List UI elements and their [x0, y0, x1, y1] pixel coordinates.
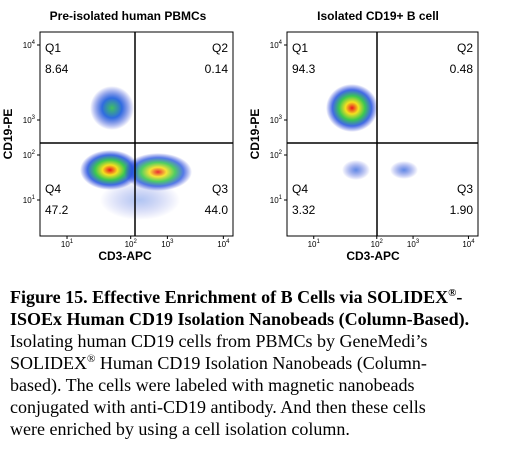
- text: Isolating human CD19 cells from PBMCs by…: [10, 331, 428, 351]
- text: based). The cells were labeled with magn…: [10, 375, 415, 395]
- tick-exp: 3: [416, 239, 420, 245]
- tick-base: 10: [270, 196, 279, 205]
- y-tick-label: 102: [23, 150, 36, 160]
- quadrant-label: Q3: [212, 182, 228, 196]
- figure: Pre-isolated human PBMCs CD19-PE CD3-APC Q1…: [1, 9, 479, 263]
- left-clouds: [80, 86, 192, 220]
- quadrant-label: Q2: [457, 41, 473, 55]
- cell-cluster: [90, 86, 134, 130]
- tick-exp: 2: [279, 150, 283, 156]
- plot: Pre-isolated human PBMCs CD19-PE CD3-APC Q1…: [1, 9, 234, 263]
- cell-cluster: [390, 161, 418, 179]
- tick-base: 10: [161, 240, 170, 249]
- quadrant-label: Q1: [292, 41, 308, 55]
- tick-base: 10: [270, 116, 279, 125]
- tick-exp: 1: [317, 239, 321, 245]
- y-tick-label: 103: [23, 115, 36, 125]
- tick-base: 10: [23, 196, 32, 205]
- y-tick-label: 104: [270, 40, 283, 50]
- text: -: [456, 287, 463, 307]
- tick-base: 10: [270, 41, 279, 50]
- quadrant-value: 94.3: [292, 62, 316, 76]
- quadrant-value: 1.90: [450, 203, 474, 217]
- y-tick-label: 102: [270, 150, 283, 160]
- quadrant-label: Q4: [45, 182, 61, 196]
- x-tick-label: 104: [462, 239, 475, 249]
- plot-title: Isolated CD19+ B cell: [317, 9, 439, 23]
- y-tick-label: 103: [270, 115, 283, 125]
- plot: Isolated CD19+ B cell CD19-PE CD3-APC Q1 94.…: [248, 9, 479, 263]
- cell-cluster: [342, 160, 370, 180]
- quadrant-value: 3.32: [292, 203, 316, 217]
- tick-exp: 3: [32, 115, 36, 121]
- quadrant-value: 8.64: [45, 62, 69, 76]
- y-axis-label: CD19-PE: [1, 109, 15, 160]
- x-tick-label: 103: [161, 239, 174, 249]
- x-tick-label: 101: [61, 239, 74, 249]
- y-tick-label: 101: [270, 195, 283, 205]
- quadrant-label: Q2: [212, 41, 228, 55]
- quadrant-value: 44.0: [205, 203, 229, 217]
- tick-exp: 1: [279, 195, 283, 201]
- tick-base: 10: [125, 240, 134, 249]
- tick-exp: 1: [70, 239, 74, 245]
- y-tick-label: 101: [23, 195, 36, 205]
- text: were enriched by using a cell isolation …: [10, 419, 350, 439]
- quadrant-label: Q1: [45, 41, 61, 55]
- tick-base: 10: [23, 151, 32, 160]
- x-tick-label: 104: [217, 239, 230, 249]
- tick-exp: 4: [226, 239, 230, 245]
- tick-exp: 4: [32, 40, 36, 46]
- tick-exp: 2: [32, 150, 36, 156]
- text: ®: [87, 353, 96, 365]
- tick-base: 10: [371, 240, 380, 249]
- x-tick-label: 101: [308, 239, 321, 249]
- text: Human CD19 Isolation Nanobeads (Column-: [95, 353, 427, 373]
- y-tick-label: 104: [23, 40, 36, 50]
- plot-title: Pre-isolated human PBMCs: [50, 9, 207, 23]
- text: ®: [448, 287, 457, 299]
- quadrant-value: 0.14: [205, 62, 229, 76]
- tick-base: 10: [23, 41, 32, 50]
- tick-exp: 4: [471, 239, 475, 245]
- tick-exp: 1: [32, 195, 36, 201]
- tick-exp: 2: [133, 239, 137, 245]
- tick-exp: 4: [279, 40, 283, 46]
- cell-cluster: [100, 180, 180, 220]
- caption-title: Figure 15. Effective Enrichment of B Cel…: [10, 287, 469, 329]
- tick-base: 10: [308, 240, 317, 249]
- text: ISOEx Human CD19 Isolation Nanobeads (Co…: [10, 309, 470, 329]
- tick-base: 10: [61, 240, 70, 249]
- tick-exp: 2: [380, 239, 384, 245]
- tick-base: 10: [217, 240, 226, 249]
- caption: Figure 15. Effective Enrichment of B Cel…: [10, 286, 522, 440]
- plot-frame: [286, 31, 479, 237]
- x-tick-label: 103: [407, 239, 420, 249]
- tick-exp: 3: [279, 115, 283, 121]
- x-axis-label: CD3-APC: [346, 249, 400, 263]
- quadrant-value: 0.48: [450, 62, 474, 76]
- x-tick-label: 102: [125, 239, 138, 249]
- quadrant-label: Q3: [457, 182, 473, 196]
- tick-base: 10: [407, 240, 416, 249]
- text: Figure 15. Effective Enrichment of B Cel…: [10, 287, 449, 307]
- cell-cluster: [326, 84, 378, 132]
- plot-frame: [39, 31, 234, 237]
- tick-base: 10: [23, 116, 32, 125]
- tick-exp: 3: [170, 239, 174, 245]
- cell-cluster: [80, 150, 140, 190]
- right-clouds: [326, 84, 418, 180]
- quadrant-label: Q4: [292, 182, 308, 196]
- text: SOLIDEX: [10, 353, 87, 373]
- tick-base: 10: [270, 151, 279, 160]
- y-axis-label: CD19-PE: [248, 109, 262, 160]
- text: conjugated with anti-CD19 antibody. And …: [10, 397, 426, 417]
- tick-base: 10: [462, 240, 471, 249]
- quadrant-value: 47.2: [45, 203, 69, 217]
- x-axis-label: CD3-APC: [98, 249, 152, 263]
- x-tick-label: 102: [371, 239, 384, 249]
